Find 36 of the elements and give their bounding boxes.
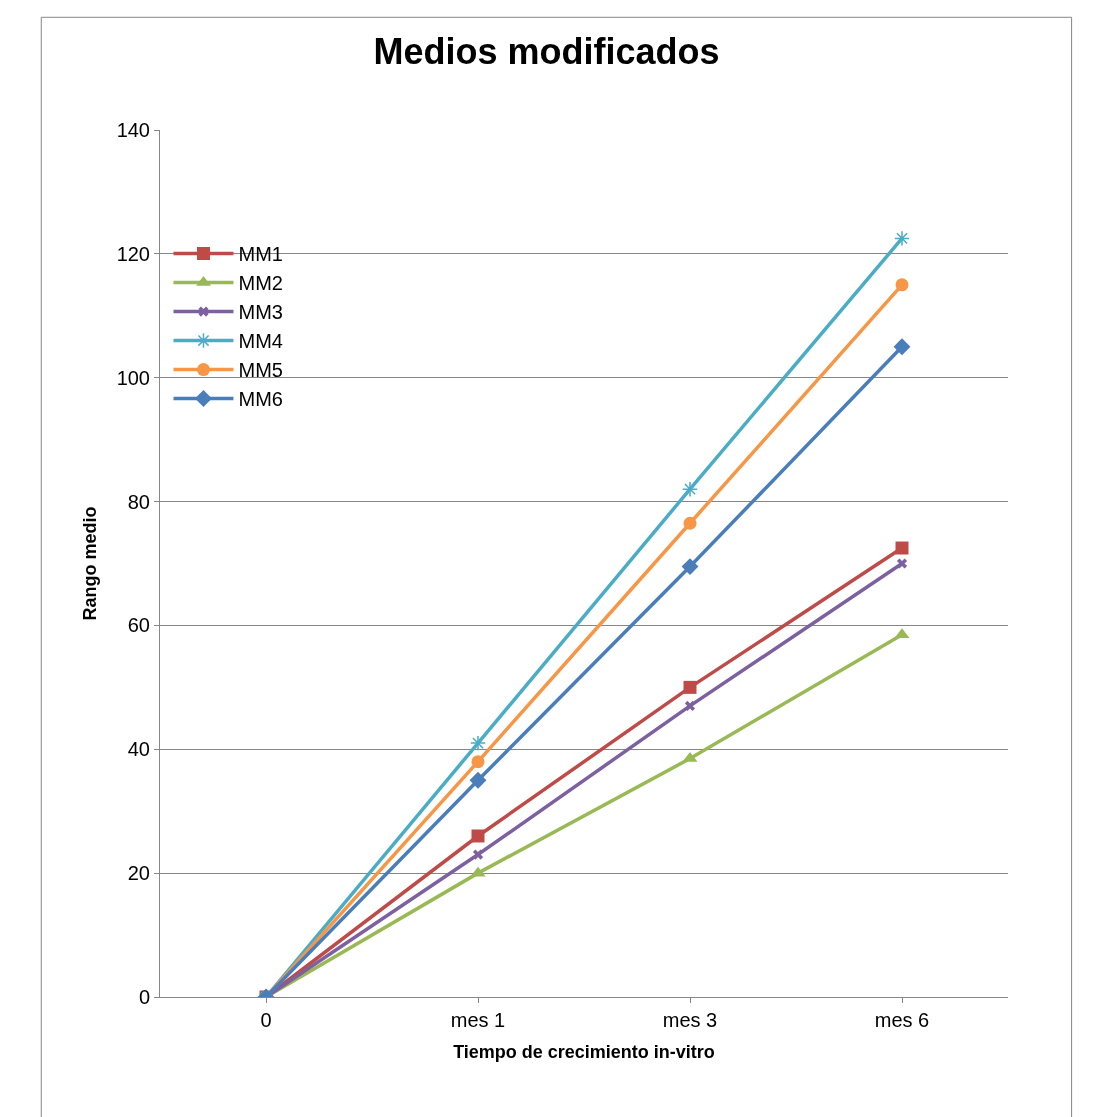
- point: [895, 278, 909, 292]
- y-tick-label: 60: [127, 614, 150, 637]
- y-tick-label: 120: [116, 242, 150, 265]
- y-tick-label: 140: [116, 119, 150, 141]
- legend-label: MM4: [238, 330, 283, 353]
- point: [683, 516, 697, 530]
- y-tick-label: 80: [127, 490, 150, 513]
- point: [895, 541, 909, 555]
- point: [471, 755, 485, 769]
- y-tick-label: 40: [127, 738, 150, 761]
- point: [896, 558, 908, 569]
- point: [470, 735, 486, 752]
- x-tick-label: mes 3: [662, 1009, 718, 1031]
- x-tick-label: 0: [260, 1009, 272, 1031]
- point: [472, 849, 484, 860]
- point: [471, 829, 485, 843]
- point: [469, 771, 487, 789]
- point: [681, 558, 699, 576]
- legend-label: MM6: [238, 388, 283, 411]
- y-tick-label: 20: [127, 862, 150, 885]
- y-tick-label: 100: [116, 366, 150, 389]
- x-axis-title: Tiempo de crecimiento in-vitro: [453, 1042, 715, 1063]
- point: [893, 338, 911, 356]
- y-axis-title: Rango medio: [79, 506, 100, 621]
- point: [682, 481, 698, 498]
- legend-label: MM2: [238, 272, 283, 295]
- x-tick-label: mes 1: [450, 1009, 506, 1031]
- point: [684, 700, 696, 712]
- chart-title: Medios modificados: [373, 31, 720, 73]
- legend-label: MM1: [238, 243, 283, 266]
- x-tick-label: mes 6: [874, 1009, 930, 1031]
- legend-label: MM5: [238, 359, 283, 382]
- point: [894, 230, 910, 247]
- point: [683, 680, 697, 694]
- y-tick-label: 0: [138, 986, 150, 1008]
- legend-label: MM3: [238, 301, 283, 324]
